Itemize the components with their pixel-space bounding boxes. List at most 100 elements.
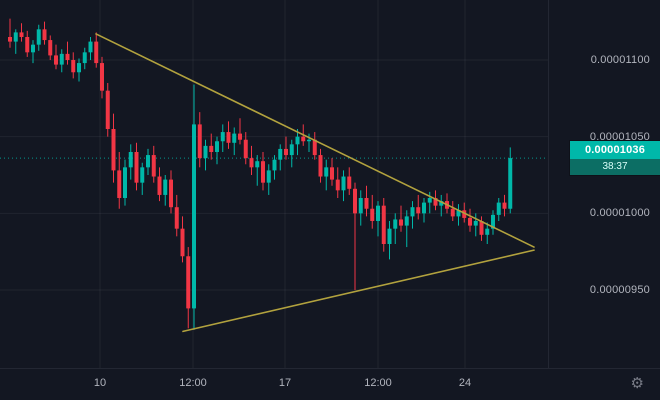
candle-body <box>301 136 306 142</box>
time-axis-label: 10 <box>93 377 107 389</box>
candle-body <box>232 133 237 143</box>
candle-body <box>31 44 35 53</box>
candle-body <box>215 141 219 152</box>
trendline[interactable] <box>182 249 535 333</box>
price-axis-label: 0.00001000 <box>589 207 650 220</box>
candle-body <box>249 158 254 168</box>
candle-body <box>163 179 168 195</box>
candle-body <box>146 155 150 168</box>
price-axis-label: 0.00001050 <box>589 130 650 143</box>
candle-body <box>100 63 104 91</box>
candle-body <box>238 133 242 140</box>
candle-body <box>77 63 81 73</box>
candle-body <box>485 228 490 235</box>
candle-body <box>197 124 202 159</box>
candle-body <box>295 136 300 145</box>
candle-body <box>180 228 185 257</box>
candle-body <box>307 139 311 142</box>
price-axis-label: 0.00000950 <box>589 284 650 296</box>
candle-body <box>284 148 288 156</box>
candle-body <box>82 52 87 64</box>
candle-body <box>439 201 444 206</box>
candle-body <box>473 221 478 226</box>
candle-body <box>416 207 421 214</box>
candle-body <box>358 198 363 214</box>
candle-body <box>140 167 145 183</box>
candle-body <box>462 210 467 218</box>
candle-body <box>468 217 472 226</box>
trendline[interactable] <box>95 33 535 248</box>
candle-body <box>278 148 283 160</box>
candle-body <box>123 167 127 198</box>
candle-body <box>335 179 340 191</box>
candle-body <box>330 167 334 180</box>
price-axis-label: 0.00001100 <box>590 54 650 66</box>
candle-body <box>387 228 392 244</box>
candle-body <box>151 155 156 177</box>
candle-body <box>502 202 507 209</box>
candle-body <box>410 207 415 217</box>
candle-body <box>404 216 409 226</box>
candle-body <box>19 32 24 37</box>
candle-body <box>289 144 294 156</box>
candle-body <box>65 53 70 60</box>
countdown-timer: 38:37 <box>570 159 660 176</box>
candle-body <box>25 37 30 53</box>
candle-body <box>94 41 99 64</box>
candle-body <box>427 198 432 203</box>
candle-body <box>266 170 271 183</box>
candle-body <box>243 139 248 159</box>
candle-body <box>174 207 179 229</box>
time-axis-label: 12:00 <box>364 377 392 389</box>
candle-body <box>59 53 64 65</box>
time-axis-label: 12:00 <box>179 377 207 389</box>
candle-body <box>393 219 398 229</box>
candle-body <box>220 132 225 142</box>
candle-body <box>341 176 346 191</box>
candle-body <box>318 155 323 177</box>
time-axis[interactable]: ⚙ 10 12:00 17 12:00 24 <box>0 368 660 400</box>
candle-body <box>508 158 513 209</box>
candle-body <box>433 198 438 206</box>
candle-body <box>496 202 501 215</box>
candle-body <box>117 170 122 198</box>
candle-body <box>376 205 380 221</box>
candle-body <box>105 90 110 129</box>
time-axis-label: 24 <box>458 377 472 389</box>
candle-body <box>347 176 352 189</box>
candle-body <box>42 29 47 41</box>
candle-body <box>272 159 277 171</box>
candle-body <box>422 202 426 214</box>
candle-body <box>450 208 455 217</box>
time-axis-label: 17 <box>278 377 292 389</box>
candle-body <box>54 55 58 65</box>
last-price-value: 0.00001036 <box>570 141 660 160</box>
candle-body <box>456 210 461 217</box>
candle-body <box>8 37 12 42</box>
candle-body <box>255 161 260 168</box>
candle-body <box>226 132 231 143</box>
candle-body <box>353 188 357 214</box>
candle-body <box>491 214 495 229</box>
candle-body <box>479 221 484 235</box>
candle-body <box>209 145 214 152</box>
candle-body <box>370 208 375 221</box>
candle-body <box>71 60 76 73</box>
gear-icon[interactable]: ⚙ <box>630 375 644 392</box>
last-price-badge: 0.00001036 38:37 <box>570 141 660 176</box>
candle-body <box>261 161 265 183</box>
candle-body <box>111 129 116 171</box>
candle-body <box>157 176 162 195</box>
candle-body <box>186 256 191 309</box>
candle-body <box>399 219 403 226</box>
candle-body <box>381 205 386 244</box>
candle-body <box>88 41 93 53</box>
candle-body <box>169 179 173 208</box>
candle-body <box>312 139 317 156</box>
price-axis[interactable]: 0.00001036 38:37 0.00001100 0.00001050 0.0… <box>548 0 660 368</box>
candle-body <box>134 152 139 183</box>
candle-body <box>128 152 133 168</box>
candle-body <box>13 32 18 42</box>
